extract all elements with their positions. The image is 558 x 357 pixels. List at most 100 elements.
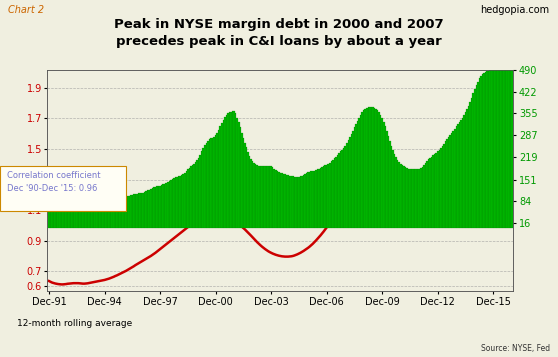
Bar — [316, 170, 318, 228]
Bar — [378, 112, 380, 228]
Bar — [152, 188, 153, 228]
Bar — [273, 169, 275, 228]
Bar — [357, 121, 358, 228]
Bar — [460, 120, 461, 228]
Bar — [181, 175, 182, 228]
Bar — [203, 148, 204, 228]
Bar — [158, 186, 159, 228]
Bar — [113, 200, 114, 228]
Bar — [400, 164, 402, 228]
Bar — [187, 170, 189, 228]
Bar — [421, 167, 423, 228]
Bar — [417, 170, 418, 228]
Bar — [161, 185, 162, 228]
Bar — [172, 179, 173, 228]
Bar — [82, 206, 84, 228]
Bar — [244, 142, 246, 228]
Bar — [224, 117, 225, 228]
Bar — [102, 202, 104, 228]
Bar — [474, 89, 475, 228]
Bar — [259, 166, 261, 228]
Bar — [195, 162, 196, 228]
Bar — [431, 156, 432, 228]
Bar — [496, 70, 497, 228]
Bar — [457, 124, 459, 228]
Bar — [140, 193, 141, 228]
Bar — [283, 174, 284, 228]
Bar — [469, 102, 471, 228]
Bar — [287, 175, 289, 228]
Bar — [439, 150, 440, 228]
Bar — [488, 71, 489, 228]
Bar — [432, 155, 434, 228]
Bar — [227, 114, 229, 228]
Bar — [128, 196, 130, 228]
Bar — [190, 166, 192, 228]
Bar — [269, 166, 271, 228]
Bar — [446, 139, 448, 228]
Bar — [272, 167, 273, 228]
Bar — [258, 166, 259, 228]
Bar — [511, 70, 513, 228]
Bar — [369, 107, 371, 228]
Bar — [348, 140, 349, 228]
Bar — [90, 204, 92, 228]
Bar — [321, 167, 323, 228]
Bar — [355, 124, 357, 228]
Bar — [350, 134, 352, 228]
Bar — [94, 203, 96, 228]
Bar — [466, 109, 468, 228]
Bar — [394, 154, 395, 228]
Bar — [96, 203, 98, 228]
Bar — [468, 106, 469, 228]
Bar — [465, 112, 466, 228]
Bar — [156, 186, 158, 228]
Bar — [108, 201, 110, 228]
Bar — [485, 72, 487, 228]
Bar — [298, 177, 300, 228]
Bar — [280, 173, 281, 228]
Bar — [303, 175, 304, 228]
Bar — [136, 194, 138, 228]
Bar — [382, 118, 383, 228]
Bar — [340, 151, 341, 228]
Bar — [451, 133, 453, 228]
Bar — [314, 171, 315, 228]
Bar — [263, 166, 264, 228]
Bar — [146, 191, 147, 228]
Text: 12-month rolling average: 12-month rolling average — [17, 318, 132, 328]
Bar — [84, 205, 85, 228]
Bar — [459, 122, 460, 228]
Bar — [71, 207, 73, 228]
Bar — [425, 163, 426, 228]
Bar — [241, 132, 243, 228]
Bar — [509, 70, 511, 228]
Bar — [434, 154, 435, 228]
Bar — [502, 70, 503, 228]
Bar — [164, 184, 166, 228]
Bar — [100, 202, 102, 228]
Bar — [384, 126, 386, 228]
Bar — [294, 177, 295, 228]
Bar — [380, 115, 382, 228]
Bar — [239, 127, 241, 228]
Bar — [304, 174, 306, 228]
Bar — [133, 195, 134, 228]
Bar — [491, 70, 493, 228]
Bar — [335, 156, 336, 228]
Bar — [124, 197, 126, 228]
Bar — [223, 120, 224, 228]
Bar — [346, 143, 348, 228]
Bar — [189, 167, 190, 228]
Bar — [219, 126, 221, 228]
Bar — [295, 177, 297, 228]
Bar — [500, 70, 502, 228]
Bar — [320, 167, 321, 228]
Bar — [169, 181, 170, 228]
Bar — [480, 76, 482, 228]
Bar — [266, 166, 267, 228]
Bar — [62, 208, 64, 228]
Bar — [336, 155, 338, 228]
Text: Source: NYSE, Fed: Source: NYSE, Fed — [480, 345, 550, 353]
Bar — [297, 177, 298, 228]
